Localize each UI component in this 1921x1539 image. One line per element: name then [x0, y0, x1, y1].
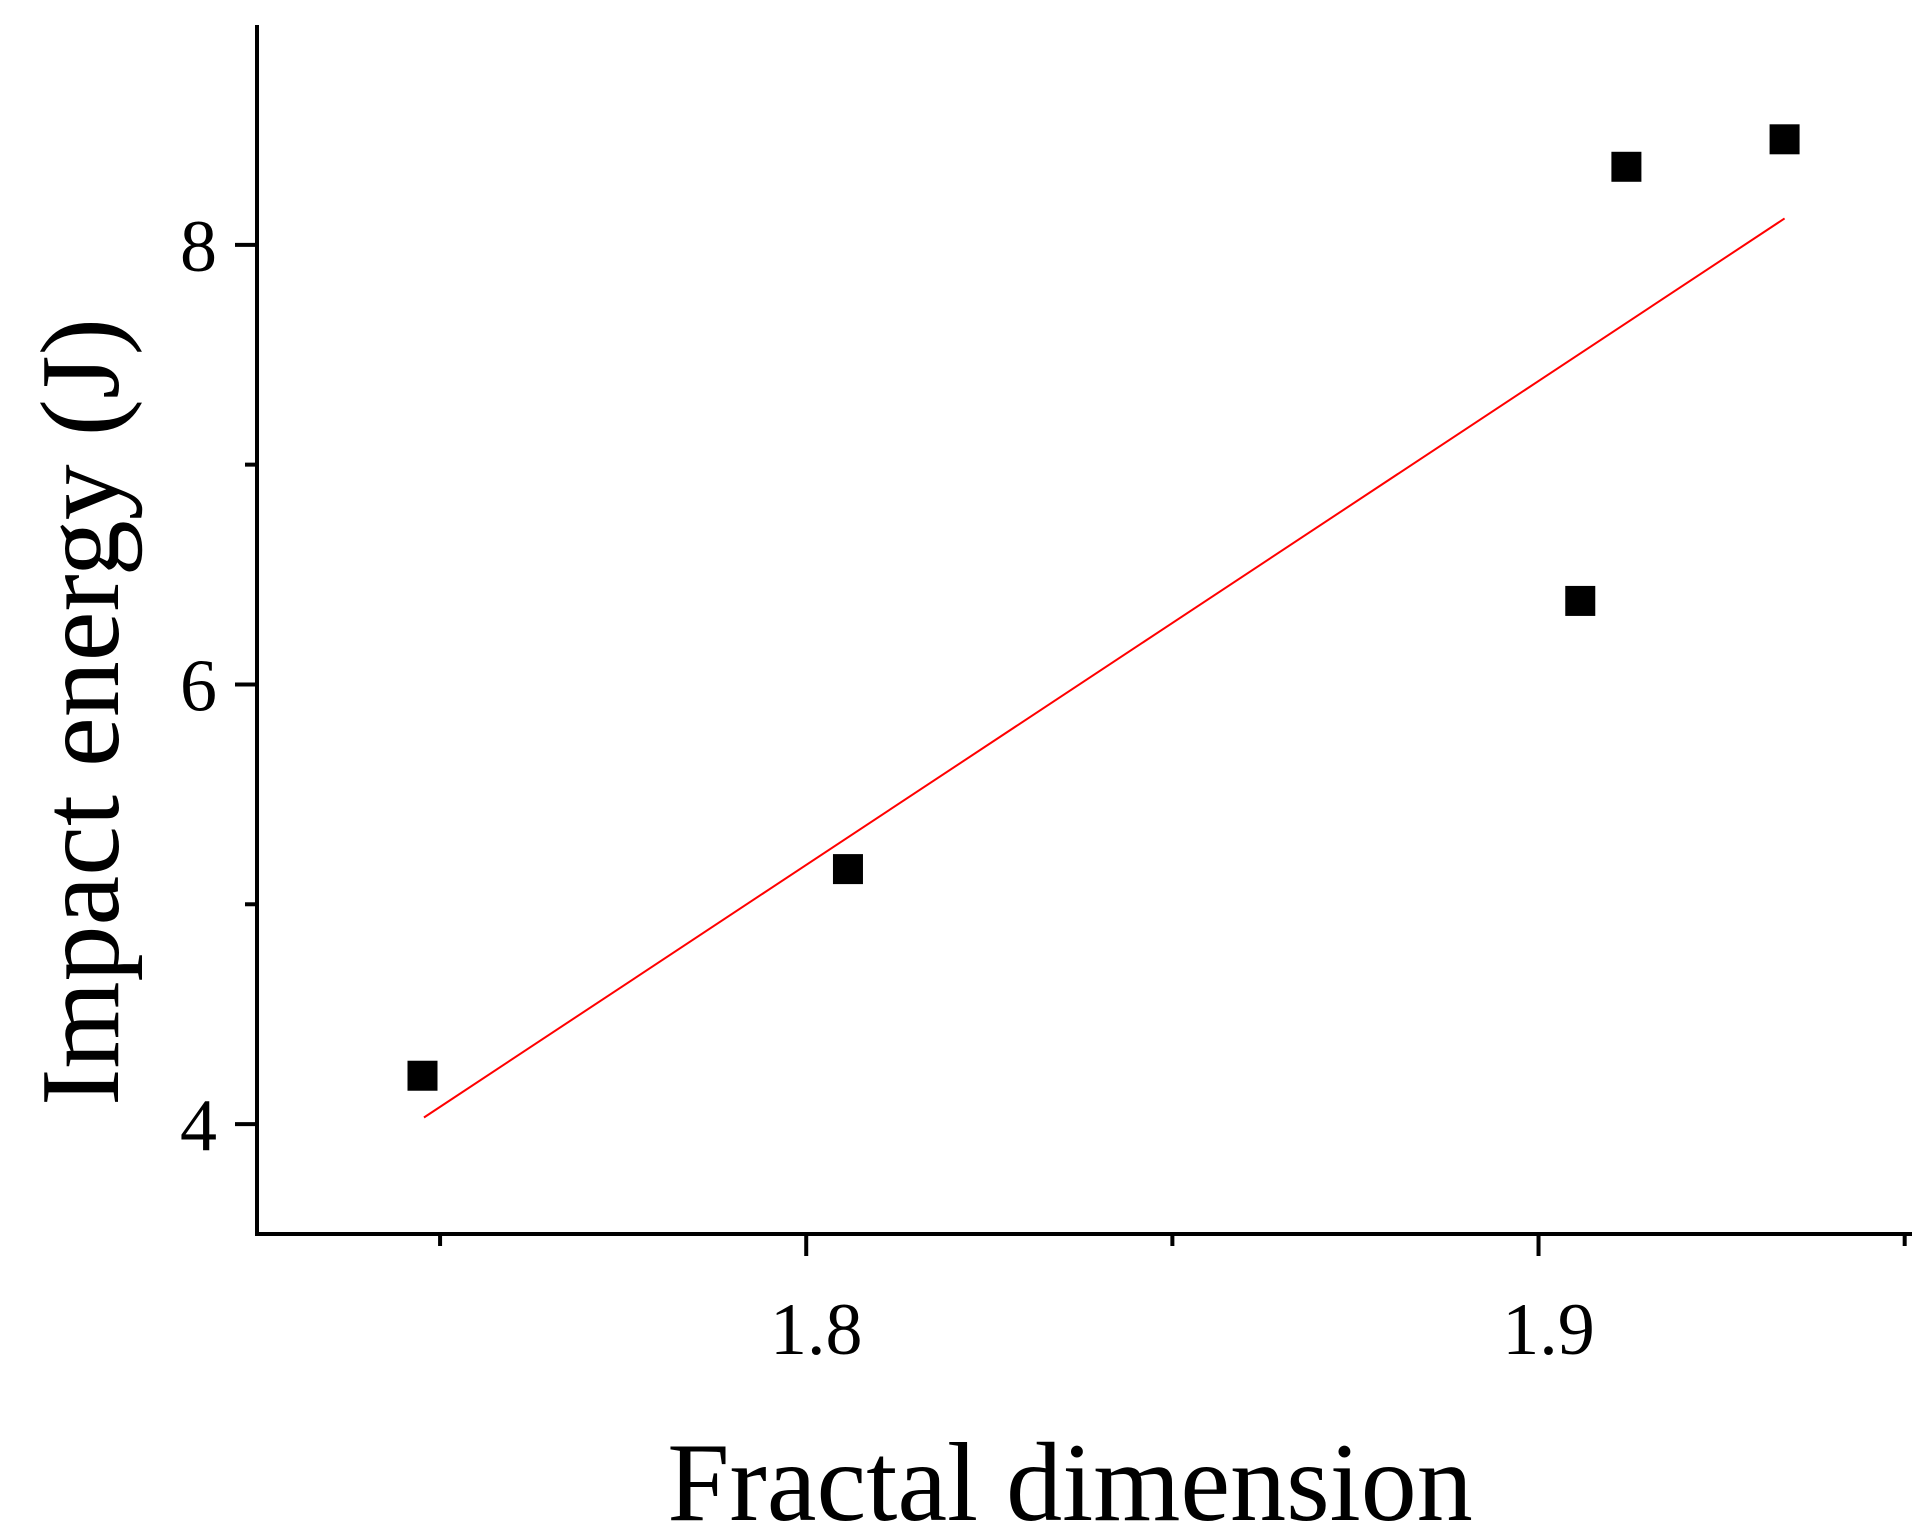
x-axis-title: Fractal dimension [667, 1421, 1473, 1539]
point [407, 1060, 438, 1091]
point [1565, 585, 1596, 616]
point [1611, 151, 1642, 182]
x-tick-label: 1.8 [770, 1289, 863, 1371]
point [1769, 124, 1800, 155]
point [832, 854, 863, 885]
x-tick-label: 1.9 [1502, 1289, 1595, 1371]
y-tick-label: 4 [180, 1085, 217, 1167]
y-tick-label: 6 [180, 645, 217, 727]
fit-line [423, 217, 1786, 1119]
y-axis-title: Impact energy (J) [19, 318, 143, 1106]
y-tick-label: 8 [180, 206, 217, 288]
